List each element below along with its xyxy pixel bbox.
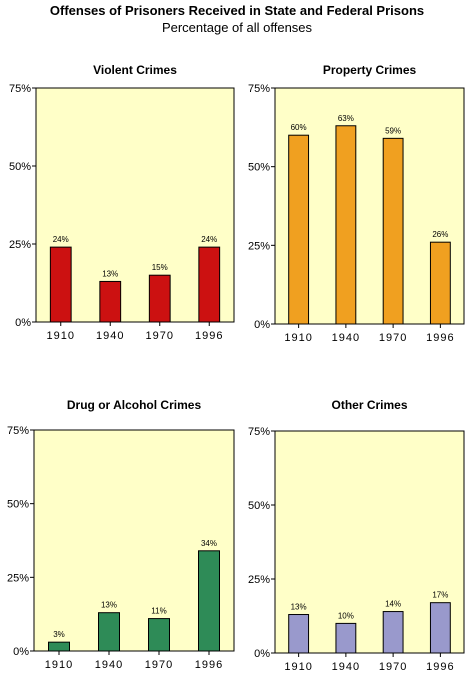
property-crimes-bar-1996	[429, 241, 451, 325]
drug-or-alcohol-crimes-xtick-label-1940: 1940	[95, 659, 123, 671]
other-crimes-ytick-label-0: 0%	[254, 648, 270, 660]
page-subtitle: Percentage of all offenses	[161, 20, 313, 35]
drug-or-alcohol-crimes-ytick-label-1: 25%	[7, 572, 29, 584]
other-crimes-xtick-label-1996: 1996	[426, 661, 454, 673]
page-title: Offenses of Prisoners Received in State …	[49, 3, 425, 18]
drug-or-alcohol-crimes-data-label-1940: 13%	[101, 601, 117, 610]
other-crimes-data-label-1910: 13%	[291, 603, 307, 612]
violent-crimes-xtick-label-1970: 1970	[146, 330, 174, 342]
violent-crimes-bar-1910	[49, 246, 72, 323]
drug-or-alcohol-crimes-ytick-label-2: 50%	[7, 499, 29, 511]
violent-crimes-bar-1970	[148, 274, 171, 323]
drug-or-alcohol-crimes-xtick-label-1996: 1996	[195, 659, 223, 671]
other-crimes-bar-1940	[335, 622, 357, 654]
other-crimes-data-label-1996: 17%	[432, 591, 448, 600]
violent-crimes-ytick-label-2: 50%	[9, 161, 31, 173]
violent-crimes-xtick-label-1910: 1910	[47, 330, 75, 342]
other-crimes-ytick-label-1: 25%	[248, 574, 270, 586]
drug-or-alcohol-crimes-bar-1910	[48, 641, 70, 652]
other-crimes-data-label-1970: 14%	[385, 600, 401, 609]
drug-or-alcohol-crimes-data-label-1970: 11%	[151, 607, 166, 616]
property-crimes-bar-1940	[335, 125, 357, 325]
drug-or-alcohol-crimes-title: Drug or Alcohol Crimes	[67, 398, 202, 412]
violent-crimes-data-label-1970: 15%	[152, 263, 168, 272]
violent-crimes-xtick-label-1940: 1940	[96, 330, 124, 342]
other-crimes-ytick-label-2: 50%	[248, 500, 270, 512]
violent-crimes-data-label-1940: 13%	[102, 269, 118, 278]
drug-or-alcohol-crimes-xtick-label-1910: 1910	[45, 659, 73, 671]
property-crimes-title: Property Crimes	[323, 63, 417, 77]
violent-crimes-bar-1940	[99, 280, 122, 323]
property-crimes-xtick-label-1970: 1970	[379, 332, 407, 344]
other-crimes-xtick-label-1970: 1970	[379, 661, 407, 673]
drug-or-alcohol-crimes-bar-1970	[148, 618, 170, 652]
violent-crimes-ytick-label-1: 25%	[9, 239, 31, 251]
violent-crimes-ytick-label-3: 75%	[9, 83, 31, 95]
other-crimes-xtick-label-1910: 1910	[284, 661, 312, 673]
property-crimes-bar-1970	[382, 137, 404, 325]
other-crimes-bar-1910	[288, 614, 310, 654]
drug-or-alcohol-crimes-data-label-1996: 34%	[201, 539, 217, 548]
property-crimes-data-label-1996: 26%	[432, 230, 448, 239]
property-crimes-bar-1910	[288, 134, 310, 325]
property-crimes-ytick-label-3: 75%	[248, 83, 270, 95]
drug-or-alcohol-crimes-ytick-label-3: 75%	[7, 425, 29, 437]
drug-or-alcohol-crimes-xtick-label-1970: 1970	[145, 659, 173, 671]
property-crimes-data-label-1940: 63%	[338, 114, 354, 123]
other-crimes-data-label-1940: 10%	[338, 611, 354, 620]
property-crimes-data-label-1970: 59%	[385, 126, 401, 135]
property-crimes-ytick-label-1: 25%	[248, 240, 270, 252]
violent-crimes-xtick-label-1996: 1996	[195, 330, 223, 342]
other-crimes-bar-1970	[382, 611, 404, 654]
violent-crimes-data-label-1910: 24%	[53, 235, 69, 244]
other-crimes-bar-1996	[429, 602, 451, 654]
other-crimes-xtick-label-1940: 1940	[332, 661, 360, 673]
other-crimes-title: Other Crimes	[331, 398, 407, 412]
drug-or-alcohol-crimes-data-label-1910: 3%	[53, 630, 65, 639]
other-crimes-ytick-label-3: 75%	[248, 426, 270, 438]
property-crimes-ytick-label-2: 50%	[248, 162, 270, 174]
violent-crimes-title: Violent Crimes	[93, 63, 177, 77]
violent-crimes-bar-1996	[198, 246, 221, 323]
property-crimes-xtick-label-1940: 1940	[332, 332, 360, 344]
drug-or-alcohol-crimes-bar-1996	[198, 550, 220, 652]
drug-or-alcohol-crimes-bar-1940	[98, 612, 120, 652]
property-crimes-xtick-label-1910: 1910	[284, 332, 312, 344]
property-crimes-ytick-label-0: 0%	[254, 319, 270, 331]
drug-or-alcohol-crimes-ytick-label-0: 0%	[13, 646, 29, 658]
violent-crimes-data-label-1996: 24%	[201, 235, 217, 244]
property-crimes-xtick-label-1996: 1996	[426, 332, 454, 344]
property-crimes-data-label-1910: 60%	[291, 123, 307, 132]
violent-crimes-ytick-label-0: 0%	[15, 317, 31, 329]
